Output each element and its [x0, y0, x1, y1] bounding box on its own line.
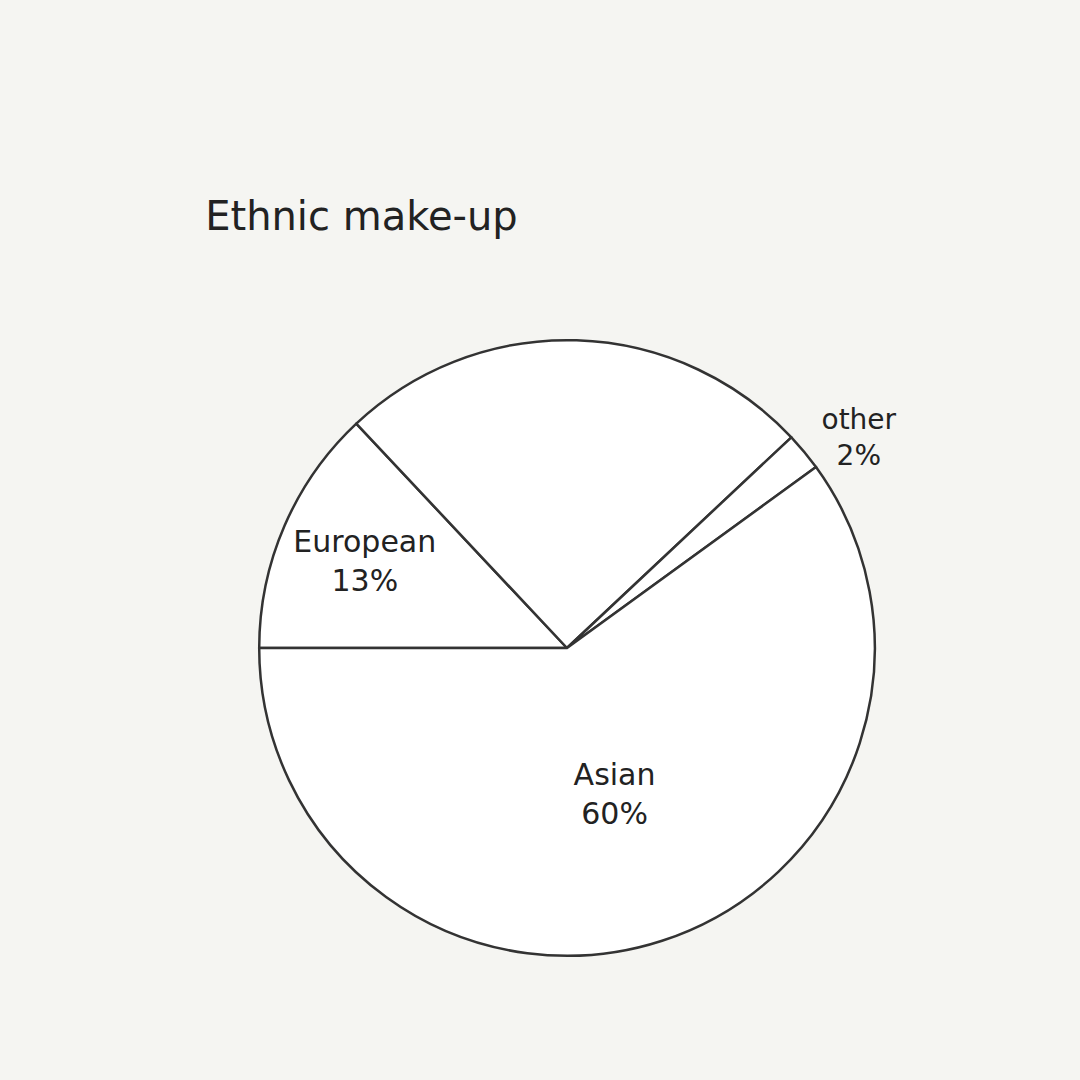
svg-text:Ethnic make-up: Ethnic make-up — [205, 193, 517, 239]
svg-text:other2%: other2% — [822, 403, 897, 472]
svg-text:Asian60%: Asian60% — [574, 757, 656, 831]
svg-text:European13%: European13% — [293, 524, 436, 598]
